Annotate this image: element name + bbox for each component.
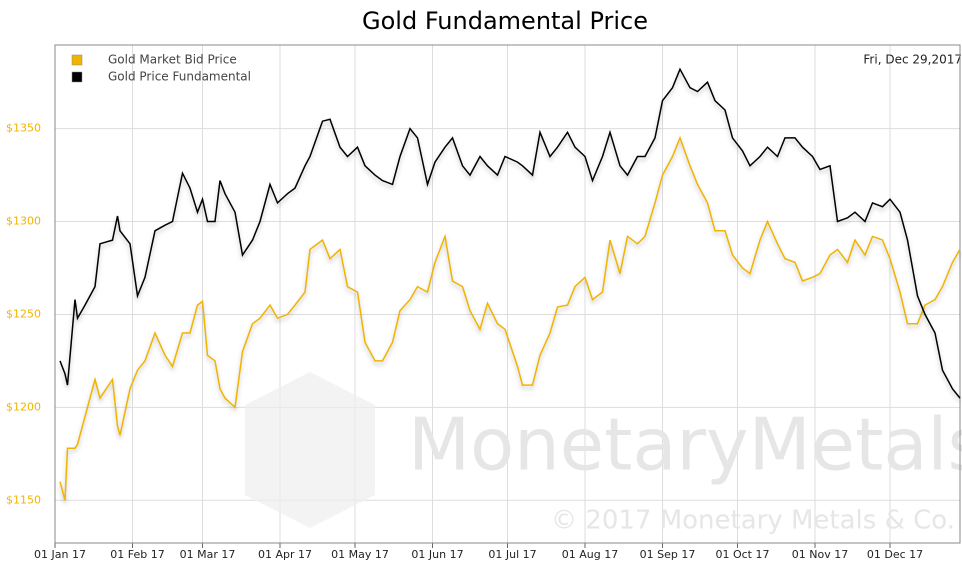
chart-title: Gold Fundamental Price <box>362 7 648 35</box>
x-tick-label: 01 Apr 17 <box>258 548 312 561</box>
series-line <box>59 67 961 399</box>
y-tick-label: $1350 <box>6 122 41 135</box>
legend-label: Gold Price Fundamental <box>108 70 251 84</box>
x-tick-label: 01 Sep 17 <box>640 548 696 561</box>
legend-swatch <box>71 71 83 83</box>
series-line <box>59 135 961 501</box>
x-tick-label: 01 May 17 <box>331 548 389 561</box>
date-label: Fri, Dec 29,2017 <box>863 53 962 67</box>
watermark-text: MonetaryMetals <box>408 403 962 487</box>
x-tick-label: 01 Jul 17 <box>488 548 536 561</box>
x-tick-label: 01 Jun 17 <box>411 548 463 561</box>
plot-frame <box>54 44 961 544</box>
y-tick-label: $1200 <box>6 400 41 413</box>
y-tick-label: $1250 <box>6 307 41 320</box>
y-tick-label: $1300 <box>6 215 41 228</box>
watermark-logo <box>245 372 375 528</box>
y-tick-label: $1150 <box>6 493 41 506</box>
legend-label: Gold Market Bid Price <box>108 53 237 67</box>
x-tick-label: 01 Dec 17 <box>867 548 923 561</box>
x-tick-label: 01 Oct 17 <box>715 548 769 561</box>
x-tick-label: 01 Mar 17 <box>180 548 236 561</box>
watermark: MonetaryMetals © 2017 Monetary Metals & … <box>245 372 962 536</box>
legend-swatch <box>71 54 83 66</box>
x-tick-label: 01 Jan 17 <box>34 548 86 561</box>
copyright: © 2017 Monetary Metals & Co. <box>551 506 955 536</box>
x-tick-label: 01 Aug 17 <box>562 548 618 561</box>
x-tick-label: 01 Nov 17 <box>792 548 848 561</box>
x-tick-label: 01 Feb 17 <box>110 548 164 561</box>
